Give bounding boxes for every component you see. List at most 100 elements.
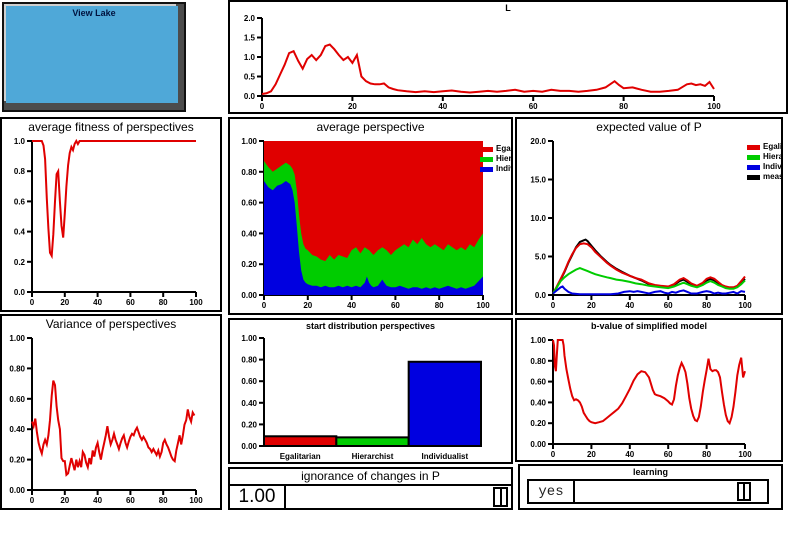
svg-text:60: 60 [664,301,673,310]
svg-text:Hierarchist: Hierarchist [352,452,394,461]
svg-text:1.00: 1.00 [9,334,25,343]
svg-text:0.0: 0.0 [14,288,26,297]
slider-learning: learning yes [518,464,783,510]
slider-track[interactable] [286,486,511,508]
svg-text:0: 0 [262,301,267,310]
plot-title: expected value of P [596,120,702,134]
svg-text:0.40: 0.40 [9,425,25,434]
legend-item: Egalitarian [480,145,511,153]
plot-title: L [505,3,511,13]
svg-text:0.6: 0.6 [14,197,26,206]
slider-title: learning [632,467,668,477]
chart-canvas: 0.0 0.5 1.0 1.5 2.0 0 20 40 60 80 100 [244,14,721,111]
svg-text:1.0: 1.0 [244,53,256,62]
slider-value: 1.00 [230,486,286,508]
view-lake-button[interactable]: View Lake [2,2,186,112]
svg-text:5.0: 5.0 [535,253,547,262]
legend-item: Egalitarian [747,142,783,151]
slider-value: yes [529,481,575,502]
legend-swatch [747,174,760,180]
svg-text:0.60: 0.60 [9,395,25,404]
legend-label: Egalitarian [763,142,783,151]
chart-canvas: 0.00 0.20 0.40 0.60 0.80 1.00 0 20 40 60 80 100 [530,336,752,459]
legend-label: Individualist [496,164,511,173]
plot-panel-variance: Variance of perspectives 0.00 0.20 0.40 0.6… [0,314,222,510]
svg-text:100: 100 [738,301,752,310]
svg-text:60: 60 [126,496,135,505]
slider-handle[interactable] [737,482,751,501]
legend-item: Individualist [747,162,783,171]
svg-text:100: 100 [189,496,203,505]
svg-text:80: 80 [435,301,444,310]
svg-text:0.60: 0.60 [241,199,257,208]
svg-text:0.80: 0.80 [530,357,546,366]
svg-text:0.00: 0.00 [241,291,257,300]
chart-l: 0.0 0.5 1.0 1.5 2.0 0 20 40 60 80 100 [230,14,786,112]
chart-average-fitness: 0.0 0.2 0.4 0.6 0.8 1.0 0 20 40 60 80 100 [2,135,220,310]
svg-text:0: 0 [30,298,35,307]
chart-b-value: 0.00 0.20 0.40 0.60 0.80 1.00 0 20 40 60 80 100 [517,332,781,460]
svg-text:0.40: 0.40 [530,398,546,407]
svg-text:20: 20 [60,298,69,307]
svg-text:0.00: 0.00 [530,440,546,449]
svg-text:20: 20 [60,496,69,505]
chart-canvas: 0.00 0.20 0.40 0.60 0.80 1.00 0 20 40 60 80 100 [9,334,203,505]
legend-swatch [747,154,760,160]
svg-text:0.00: 0.00 [241,442,257,451]
svg-text:0: 0 [551,450,556,459]
svg-text:Egalitarian: Egalitarian [280,452,321,461]
plot-title: average perspective [316,120,425,134]
chart-variance: 0.00 0.20 0.40 0.60 0.80 1.00 0 20 40 60 80 100 [2,332,220,508]
slider-track[interactable] [575,481,767,502]
svg-text:0.5: 0.5 [244,73,256,82]
chart-legend: EgalitarianHierarchistIndividualistmeasu… [747,142,783,183]
svg-text:1.00: 1.00 [241,137,257,146]
svg-text:0.60: 0.60 [530,378,546,387]
svg-text:2.0: 2.0 [244,14,256,23]
plot-title: Variance of perspectives [45,317,177,331]
svg-text:40: 40 [625,301,634,310]
svg-text:1.00: 1.00 [241,334,257,343]
legend-swatch [480,156,493,162]
svg-text:Individualist: Individualist [421,452,468,461]
svg-text:40: 40 [438,102,447,111]
svg-text:0.20: 0.20 [530,419,546,428]
svg-text:80: 80 [702,450,711,459]
plot-panel-expected-value-of-p: expected value of P 0.0 5.0 10.0 15.0 20.0 0 2… [515,117,783,315]
legend-item: Hierarchist [480,154,512,163]
svg-text:1.5: 1.5 [244,34,256,43]
chart-average-perspective: 0.00 0.20 0.40 0.60 0.80 1.00 0 20 40 60 80 100 Egal… [230,135,511,313]
svg-text:0.60: 0.60 [241,377,257,386]
svg-text:0: 0 [30,496,35,505]
svg-text:0.20: 0.20 [9,456,25,465]
plot-title: average fitness of perspectives [28,120,194,134]
svg-text:80: 80 [159,298,168,307]
svg-text:1.00: 1.00 [530,336,546,345]
plot-panel-l: L 0.0 0.5 1.0 1.5 2.0 0 20 40 60 80 100 [228,0,788,114]
legend-label: Hierarchist [496,154,512,163]
slider-handle[interactable] [493,487,508,507]
legend-label: Individualist [763,162,783,171]
svg-text:40: 40 [93,298,102,307]
svg-text:0.2: 0.2 [14,258,26,267]
svg-text:0.40: 0.40 [241,229,257,238]
svg-text:0.8: 0.8 [14,167,26,176]
svg-text:1.0: 1.0 [14,137,26,146]
svg-text:80: 80 [619,102,628,111]
legend-swatch [747,144,760,150]
chart-start-distribution: 0.00 0.20 0.40 0.60 0.80 1.00 Egalitarian Hiera… [230,332,511,462]
view-lake-label: View Lake [72,8,116,18]
svg-text:20: 20 [303,301,312,310]
svg-text:100: 100 [189,298,203,307]
svg-text:0.20: 0.20 [241,420,257,429]
legend-label: Hierarchist [763,152,783,161]
svg-text:40: 40 [93,496,102,505]
legend-swatch [747,164,760,170]
legend-item: Individualist [480,164,511,173]
svg-text:0.80: 0.80 [241,168,257,177]
svg-text:100: 100 [707,102,721,111]
chart-canvas: 0.00 0.20 0.40 0.60 0.80 1.00 Egalitarian Hiera… [241,334,483,461]
svg-text:100: 100 [476,301,490,310]
